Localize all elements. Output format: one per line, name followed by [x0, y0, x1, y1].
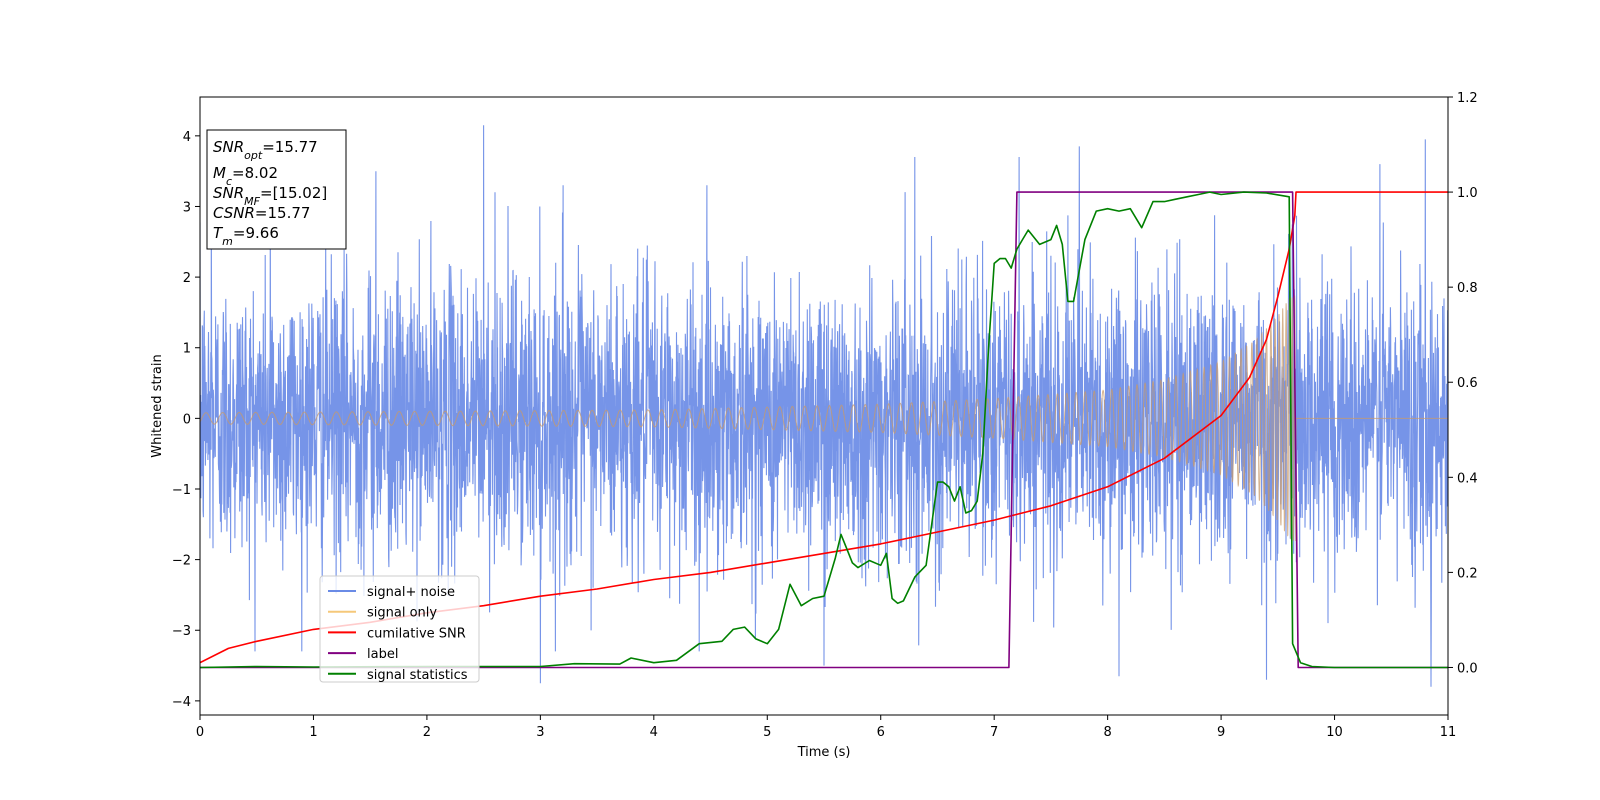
- x-tick-label: 9: [1217, 725, 1225, 740]
- y-left-tick-label: −3: [172, 624, 191, 639]
- y-axis-right: 0.0 0.2 0.4 0.6 0.8 1.0 1.2: [1448, 91, 1478, 676]
- x-tick-label: 1: [309, 725, 317, 740]
- y-right-tick-label: 0.4: [1457, 471, 1478, 486]
- info-box-line: SNRopt=15.77: [213, 138, 318, 162]
- y-left-tick-label: 3: [183, 200, 191, 215]
- x-tick-label: 0: [196, 725, 204, 740]
- info-box-frame: [206, 129, 347, 250]
- x-axis: 0 1 2 3 4 5 6 7 8 9 10 11: [196, 715, 1456, 740]
- x-tick-label: 2: [423, 725, 431, 740]
- x-tick-label: 4: [650, 725, 658, 740]
- x-tick-label: 8: [1103, 725, 1111, 740]
- x-tick-label: 10: [1326, 725, 1343, 740]
- axes-frame: [199, 96, 1449, 716]
- x-tick-label: 7: [990, 725, 998, 740]
- y-left-tick-label: −1: [172, 483, 191, 498]
- y-axis-label: Whitened strain: [150, 354, 165, 457]
- y-left-tick-label: 4: [183, 130, 191, 145]
- series-line-signal-statistics: [200, 191, 1448, 669]
- y-right-tick-label: 0.2: [1457, 566, 1478, 581]
- y-axis-left: −4 −3 −2 −1 0 1 2 3 4: [172, 130, 200, 710]
- legend-label: label: [367, 647, 398, 662]
- series-line-signal-only: [200, 295, 1448, 542]
- legend: signal+ noise signal only cumilative SNR la…: [319, 575, 480, 683]
- y-right-tick-label: 0.6: [1457, 376, 1478, 391]
- y-right-tick-label: 0.8: [1457, 281, 1478, 296]
- legend-frame: [319, 575, 480, 683]
- x-tick-label: 11: [1440, 725, 1457, 740]
- x-tick-label: 5: [763, 725, 771, 740]
- legend-label: signal only: [367, 606, 437, 621]
- y-left-tick-label: −2: [172, 554, 191, 569]
- legend-label: cumilative SNR: [367, 626, 466, 641]
- info-box-line: Mc=8.02: [213, 164, 278, 188]
- x-tick-label: 6: [877, 725, 885, 740]
- y-left-tick-label: −4: [172, 695, 191, 710]
- y-right-tick-label: 1.2: [1457, 91, 1478, 106]
- info-box-line: CSNR=15.77: [213, 204, 310, 222]
- y-right-tick-label: 0.0: [1457, 661, 1478, 676]
- info-box-line: SNRMF=[15.02]: [213, 184, 327, 208]
- legend-label: signal+ noise: [367, 585, 455, 600]
- x-axis-label: Time (s): [797, 745, 851, 760]
- y-left-tick-label: 0: [183, 412, 191, 427]
- info-box-line: Tm=9.66: [213, 224, 279, 248]
- x-tick-label: 3: [536, 725, 544, 740]
- y-left-tick-label: 2: [183, 271, 191, 286]
- legend-label: signal statistics: [367, 668, 468, 683]
- info-box: SNRopt=15.77Mc=8.02SNRMF=[15.02]CSNR=15.…: [206, 129, 347, 250]
- y-right-tick-label: 1.0: [1457, 186, 1478, 201]
- y-left-tick-label: 1: [183, 342, 191, 357]
